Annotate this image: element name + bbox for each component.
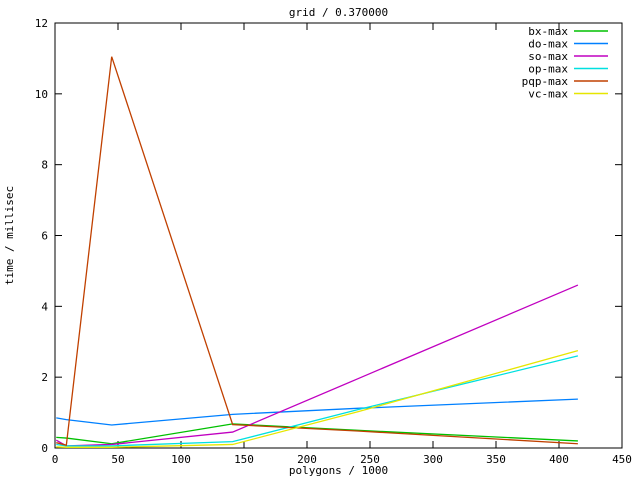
x-tick-label: 100 (171, 453, 191, 466)
series-line-pqp-max (56, 56, 578, 446)
x-tick-label: 300 (423, 453, 443, 466)
y-tick-label: 6 (41, 230, 48, 243)
y-axis-label: time / millisec (3, 186, 16, 285)
x-tick-label: 450 (612, 453, 632, 466)
legend-label-so-max: so-max (528, 50, 568, 63)
y-tick-label: 8 (41, 159, 48, 172)
legend-label-op-max: op-max (528, 63, 568, 76)
series-line-vc-max (56, 349, 579, 448)
y-tick-label: 0 (41, 442, 48, 455)
y-tick-label: 2 (41, 371, 48, 384)
x-tick-label: 0 (52, 453, 59, 466)
y-tick-label: 12 (35, 17, 48, 30)
x-tick-label: 350 (486, 453, 506, 466)
x-tick-label: 400 (549, 453, 569, 466)
series-line-do-max (56, 398, 578, 426)
chart-title: grid / 0.370000 (289, 6, 388, 19)
x-tick-label: 50 (111, 453, 124, 466)
x-axis-label: polygons / 1000 (289, 464, 388, 477)
legend-label-bx-max: bx-max (528, 25, 568, 38)
series-line-op-max (56, 355, 579, 447)
series-line-bx-max (56, 423, 578, 445)
legend-label-do-max: do-max (528, 38, 568, 51)
x-tick-label: 250 (360, 453, 380, 466)
y-tick-label: 4 (41, 300, 48, 313)
legend-label-pqp-max: pqp-max (522, 75, 569, 88)
legend-label-vc-max: vc-max (528, 88, 568, 101)
y-tick-label: 10 (35, 88, 48, 101)
x-tick-label: 200 (297, 453, 317, 466)
x-tick-label: 150 (234, 453, 254, 466)
